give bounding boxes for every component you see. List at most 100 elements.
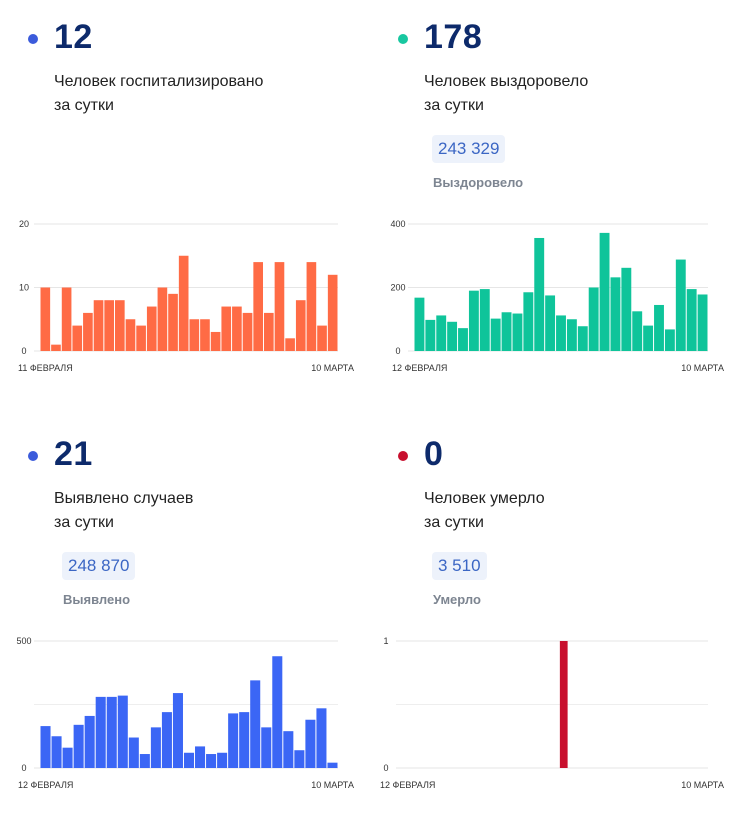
bar bbox=[294, 750, 305, 768]
bar bbox=[150, 727, 161, 768]
bar bbox=[136, 325, 146, 351]
panel-recovered: 178 Человек выздоровело за сутки 243 329… bbox=[398, 18, 751, 420]
description-line-1: Человек госпитализировано bbox=[54, 73, 264, 90]
bar bbox=[206, 754, 217, 768]
bar bbox=[610, 277, 621, 351]
bar bbox=[62, 747, 73, 768]
bar bbox=[95, 696, 106, 768]
description-line-1: Человек умерло bbox=[424, 490, 545, 507]
bar bbox=[239, 712, 250, 768]
total-badge: 3 510 bbox=[432, 552, 487, 580]
total-label: Выявлено bbox=[63, 592, 131, 607]
bar bbox=[697, 294, 708, 351]
bar bbox=[51, 736, 62, 768]
bar bbox=[61, 287, 72, 351]
bar bbox=[621, 267, 632, 351]
y-tick-label: 0 bbox=[395, 346, 400, 356]
bar bbox=[84, 715, 95, 768]
bar bbox=[425, 319, 436, 351]
bar bbox=[161, 712, 172, 768]
bar bbox=[272, 656, 283, 768]
bar bbox=[632, 311, 643, 351]
bar bbox=[261, 727, 272, 768]
bar bbox=[490, 318, 501, 351]
panel-header: 178 bbox=[398, 18, 738, 60]
y-tick-label: 1 bbox=[383, 636, 388, 646]
panel-header: 12 bbox=[28, 18, 368, 60]
bar bbox=[577, 326, 588, 351]
bar bbox=[545, 295, 556, 351]
indicator-dot-icon bbox=[28, 451, 38, 461]
bar bbox=[274, 262, 285, 351]
bar bbox=[479, 289, 490, 351]
bar bbox=[93, 300, 104, 351]
bar bbox=[264, 312, 274, 351]
y-tick-label: 0 bbox=[21, 346, 26, 356]
bar bbox=[73, 724, 84, 768]
bar bbox=[40, 726, 51, 768]
description-line-2: за сутки bbox=[54, 97, 114, 114]
y-tick-label: 0 bbox=[21, 763, 26, 773]
bar bbox=[675, 259, 686, 351]
bar bbox=[306, 262, 317, 351]
bar bbox=[686, 289, 697, 351]
panel-detected: 21 Выявлено случаев за сутки 248 870 Выя… bbox=[28, 435, 388, 837]
bar bbox=[168, 293, 178, 351]
bar bbox=[242, 312, 253, 351]
bar bbox=[83, 312, 93, 351]
chart-detected: 500 0 12 ФЕВРАЛЯ 10 МАРТА bbox=[16, 636, 354, 790]
daily-value: 0 bbox=[424, 435, 444, 473]
bar bbox=[566, 319, 577, 351]
bar bbox=[232, 306, 242, 351]
total-badge: 243 329 bbox=[432, 135, 506, 163]
bar bbox=[104, 300, 114, 351]
y-tick-label: 400 bbox=[390, 219, 405, 229]
bar bbox=[228, 713, 239, 768]
bar bbox=[106, 696, 117, 768]
bar bbox=[200, 319, 210, 351]
chart-deaths: 1 0 12 ФЕВРАЛЯ 10 МАРТА bbox=[380, 636, 724, 790]
y-tick-label: 10 bbox=[19, 283, 29, 293]
bar bbox=[664, 329, 675, 351]
y-tick-label: 500 bbox=[16, 636, 31, 646]
bar bbox=[189, 319, 200, 351]
bar bbox=[253, 262, 263, 351]
description: Человек выздоровело за сутки bbox=[424, 70, 588, 118]
x-end-label: 10 МАРТА bbox=[681, 363, 724, 373]
panel-header: 0 bbox=[398, 435, 738, 477]
panel-deaths: 0 Человек умерло за сутки 3 510 Умерло bbox=[398, 435, 751, 837]
y-tick-label: 20 bbox=[19, 219, 29, 229]
description: Человек госпитализировано за сутки bbox=[54, 70, 263, 118]
description-line-2: за сутки bbox=[424, 97, 484, 114]
chart-hospitalized: 20 10 0 11 ФЕВРАЛЯ 10 МАРТА bbox=[18, 219, 354, 373]
y-tick-label: 200 bbox=[390, 283, 405, 293]
x-end-label: 10 МАРТА bbox=[311, 780, 354, 790]
bar bbox=[146, 306, 157, 351]
x-start-label: 12 ФЕВРАЛЯ bbox=[18, 780, 73, 790]
bar bbox=[295, 300, 306, 351]
bar bbox=[285, 338, 295, 351]
bar bbox=[72, 325, 83, 351]
bar bbox=[327, 274, 338, 351]
bar bbox=[128, 737, 139, 768]
bar bbox=[327, 762, 338, 768]
total-label: Умерло bbox=[433, 592, 481, 607]
daily-value: 21 bbox=[54, 435, 93, 473]
description: Выявлено случаев за сутки bbox=[54, 487, 193, 535]
x-start-label: 12 ФЕВРАЛЯ bbox=[392, 363, 447, 373]
description-line-1: Человек выздоровело bbox=[424, 73, 589, 90]
bar bbox=[40, 287, 51, 351]
chart-recovered: 400 200 0 12 ФЕВРАЛЯ 10 МАРТА bbox=[390, 219, 724, 373]
bar bbox=[654, 304, 664, 351]
total-badge: 248 870 bbox=[62, 552, 136, 580]
bar bbox=[559, 641, 568, 768]
bar bbox=[534, 237, 545, 351]
bar bbox=[643, 325, 654, 351]
daily-value: 12 bbox=[54, 18, 93, 56]
bar bbox=[117, 695, 128, 768]
bar bbox=[221, 306, 232, 351]
bar bbox=[178, 255, 189, 351]
daily-value: 178 bbox=[424, 18, 483, 56]
bar bbox=[250, 680, 261, 768]
bar bbox=[125, 319, 136, 351]
